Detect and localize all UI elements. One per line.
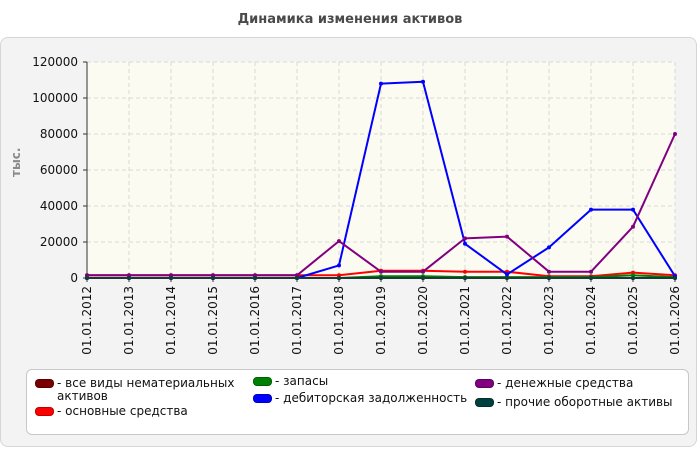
data-point [463, 236, 467, 241]
legend-label: основные средства [65, 404, 188, 418]
data-point [463, 241, 467, 246]
legend-item-receivables: - дебиторская задолженность [253, 392, 493, 405]
x-tick-label: 01.01.2024 [584, 286, 598, 355]
chart-title: Динамика изменения активов [237, 12, 463, 27]
y-tick-label: 80000 [40, 127, 78, 141]
y-tick-label: 60000 [40, 163, 78, 177]
data-point [505, 234, 509, 239]
data-point [337, 263, 341, 268]
x-tick-label: 01.01.2022 [500, 286, 514, 355]
data-point [547, 245, 551, 250]
x-tick-label: 01.01.2019 [374, 286, 388, 355]
x-tick-label: 01.01.2025 [626, 286, 640, 355]
x-tick-label: 01.01.2015 [206, 286, 220, 355]
legend-item-intangibles: - все виды нематериальных активов [35, 377, 235, 403]
y-axis-label: тыс. [9, 147, 23, 177]
data-point [589, 207, 593, 212]
data-point [421, 269, 425, 274]
legend-item-cash: - денежные средства [475, 377, 685, 390]
legend-label: денежные средства [505, 376, 634, 390]
data-point [379, 81, 383, 86]
legend-swatch [35, 407, 54, 416]
legend-swatch [475, 379, 494, 388]
legend-swatch [475, 398, 494, 407]
chart-legend: - все виды нематериальных активов - осно… [26, 369, 689, 435]
legend-swatch [253, 394, 272, 403]
y-tick-label: 20000 [40, 235, 78, 249]
x-tick-label: 01.01.2020 [416, 286, 430, 355]
x-tick-label: 01.01.2017 [290, 286, 304, 355]
legend-label: все виды нематериальных активов [57, 376, 235, 403]
data-point [463, 269, 467, 274]
x-tick-label: 01.01.2023 [542, 286, 556, 355]
y-tick-label: 120000 [32, 55, 78, 69]
data-point [421, 79, 425, 84]
x-tick-label: 01.01.2013 [122, 286, 136, 355]
x-tick-label: 01.01.2014 [164, 286, 178, 355]
legend-item-inventory: - запасы [253, 375, 473, 388]
y-tick-label: 0 [70, 271, 78, 285]
legend-item-other-current: - прочие оборотные активы [475, 396, 685, 409]
data-point [673, 132, 677, 136]
y-tick-label: 100000 [32, 91, 78, 105]
legend-label: дебиторская задолженность [283, 391, 468, 405]
x-tick-label: 01.01.2021 [458, 286, 472, 355]
data-point [505, 272, 509, 277]
data-point [589, 269, 593, 274]
legend-swatch [253, 377, 272, 386]
y-tick-label: 40000 [40, 199, 78, 213]
y-axis-label-wrap: тыс. [6, 148, 26, 188]
data-point [631, 207, 635, 212]
data-point [337, 239, 341, 244]
legend-swatch [35, 379, 54, 388]
data-point [379, 269, 383, 274]
x-tick-label: 01.01.2012 [80, 286, 94, 355]
legend-label: запасы [283, 374, 329, 388]
x-tick-label: 01.01.2026 [668, 286, 682, 355]
x-tick-label: 01.01.2018 [332, 286, 346, 355]
legend-item-fixed-assets: - основные средства [35, 405, 235, 418]
x-tick-label: 01.01.2016 [248, 286, 262, 355]
data-point [547, 269, 551, 274]
data-point [631, 224, 635, 229]
legend-label: прочие оборотные активы [505, 395, 673, 409]
